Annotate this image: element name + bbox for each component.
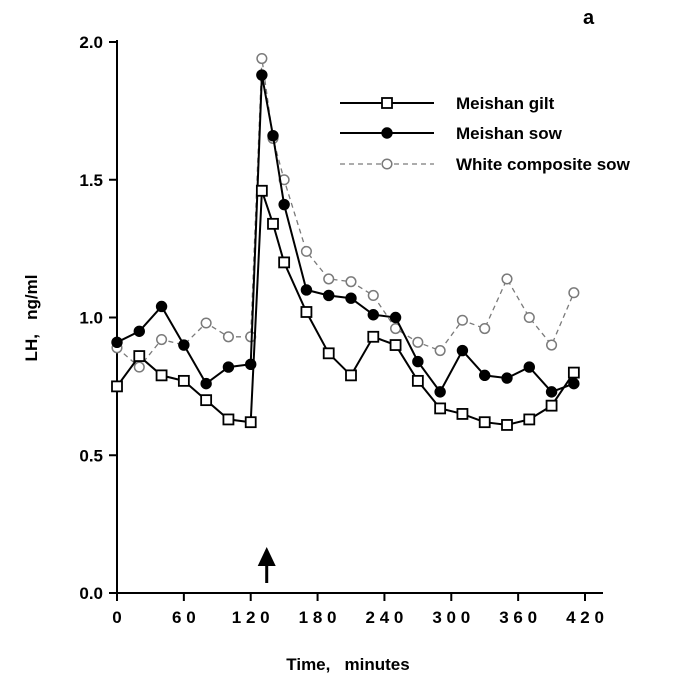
x-tick-label: 3 0 0 (432, 608, 470, 627)
x-tick-label: 6 0 (172, 608, 196, 627)
arrow-annotation (257, 547, 276, 583)
data-point (381, 127, 393, 139)
data-point (389, 311, 402, 324)
data-point (323, 273, 335, 285)
data-point (345, 369, 357, 382)
legend-label: White composite sow (456, 155, 631, 174)
legend-label: Meishan sow (456, 124, 563, 143)
data-point (133, 361, 145, 373)
series-line (116, 190, 575, 426)
data-point (300, 306, 313, 318)
data-point (256, 52, 268, 65)
data-point (345, 292, 357, 304)
y-tick-label: 0.0 (79, 584, 103, 603)
legend: Meishan gilt Meishan sow White composite s… (340, 94, 631, 174)
series-white-composite-sow (111, 52, 580, 373)
data-point (323, 289, 335, 302)
data-point (545, 399, 558, 412)
y-axis-title: LH, ng/ml (22, 275, 41, 362)
x-tick-label: 0 (112, 608, 121, 627)
x-tick-label: 3 6 0 (499, 608, 537, 627)
series-layer (111, 52, 580, 431)
data-point (278, 198, 290, 211)
data-point (267, 129, 279, 142)
legend-item: White composite sow (340, 155, 631, 174)
x-tick-label: 1 8 0 (299, 608, 337, 627)
data-point (345, 276, 357, 288)
data-point (456, 408, 469, 420)
x-tick-label: 1 2 0 (232, 608, 270, 627)
data-point (523, 311, 535, 324)
data-point (111, 336, 123, 348)
data-point (156, 333, 168, 346)
data-point (456, 344, 469, 357)
data-point (222, 361, 235, 373)
data-point (278, 256, 291, 269)
data-point (546, 339, 558, 351)
series-meishan-gilt (111, 184, 580, 431)
data-point (222, 413, 235, 426)
data-point (389, 339, 402, 351)
data-point (200, 377, 212, 390)
data-point (568, 287, 580, 299)
data-point (256, 69, 268, 81)
data-point (222, 331, 234, 343)
data-point (478, 416, 491, 429)
data-point (434, 345, 446, 357)
data-point (177, 374, 190, 387)
data-point (381, 97, 393, 109)
data-point (255, 184, 268, 197)
data-point (367, 289, 379, 302)
series-meishan-sow (111, 69, 580, 398)
data-point (367, 309, 379, 321)
data-point (155, 300, 168, 313)
data-point (200, 317, 212, 329)
data-point (133, 350, 146, 362)
data-point (200, 394, 213, 407)
data-point (300, 284, 313, 296)
data-point (412, 336, 424, 348)
x-tick-label: 4 2 0 (566, 608, 604, 627)
series-line (116, 58, 575, 369)
data-point (523, 361, 535, 373)
x-tick-label: 2 4 0 (366, 608, 404, 627)
data-point (133, 325, 145, 337)
y-tick-label: 1.0 (79, 309, 103, 328)
data-point (267, 217, 279, 230)
data-point (434, 386, 446, 398)
data-point (456, 314, 468, 326)
axes: 0.0 0.5 1.0 1.5 2.0 0 6 0 1 2 0 1 8 0 2 4 0 3 0 0 3… (79, 33, 604, 627)
data-point (568, 377, 580, 390)
data-point (381, 158, 393, 170)
data-point (155, 369, 168, 382)
data-point (244, 416, 257, 429)
data-point (300, 245, 312, 257)
data-point (367, 330, 380, 343)
legend-label: Meishan gilt (456, 94, 555, 113)
data-point (501, 372, 513, 384)
data-point (479, 322, 491, 335)
data-point (111, 380, 123, 393)
y-tick-label: 2.0 (79, 33, 103, 52)
y-tick-label: 0.5 (79, 446, 103, 465)
data-point (479, 369, 491, 382)
data-point (411, 374, 424, 387)
data-point (412, 355, 424, 368)
panel-label: a (583, 7, 595, 29)
data-point (178, 339, 190, 351)
data-point (501, 419, 513, 431)
y-tick-label: 1.5 (79, 171, 103, 190)
data-point (545, 386, 558, 398)
data-point (523, 413, 536, 426)
data-point (567, 366, 580, 379)
legend-item: Meishan gilt (340, 94, 555, 113)
data-point (434, 402, 447, 415)
legend-item: Meishan sow (340, 124, 563, 143)
data-point (322, 347, 335, 360)
data-point (501, 273, 513, 285)
x-axis-title: Time, minutes (286, 655, 409, 674)
